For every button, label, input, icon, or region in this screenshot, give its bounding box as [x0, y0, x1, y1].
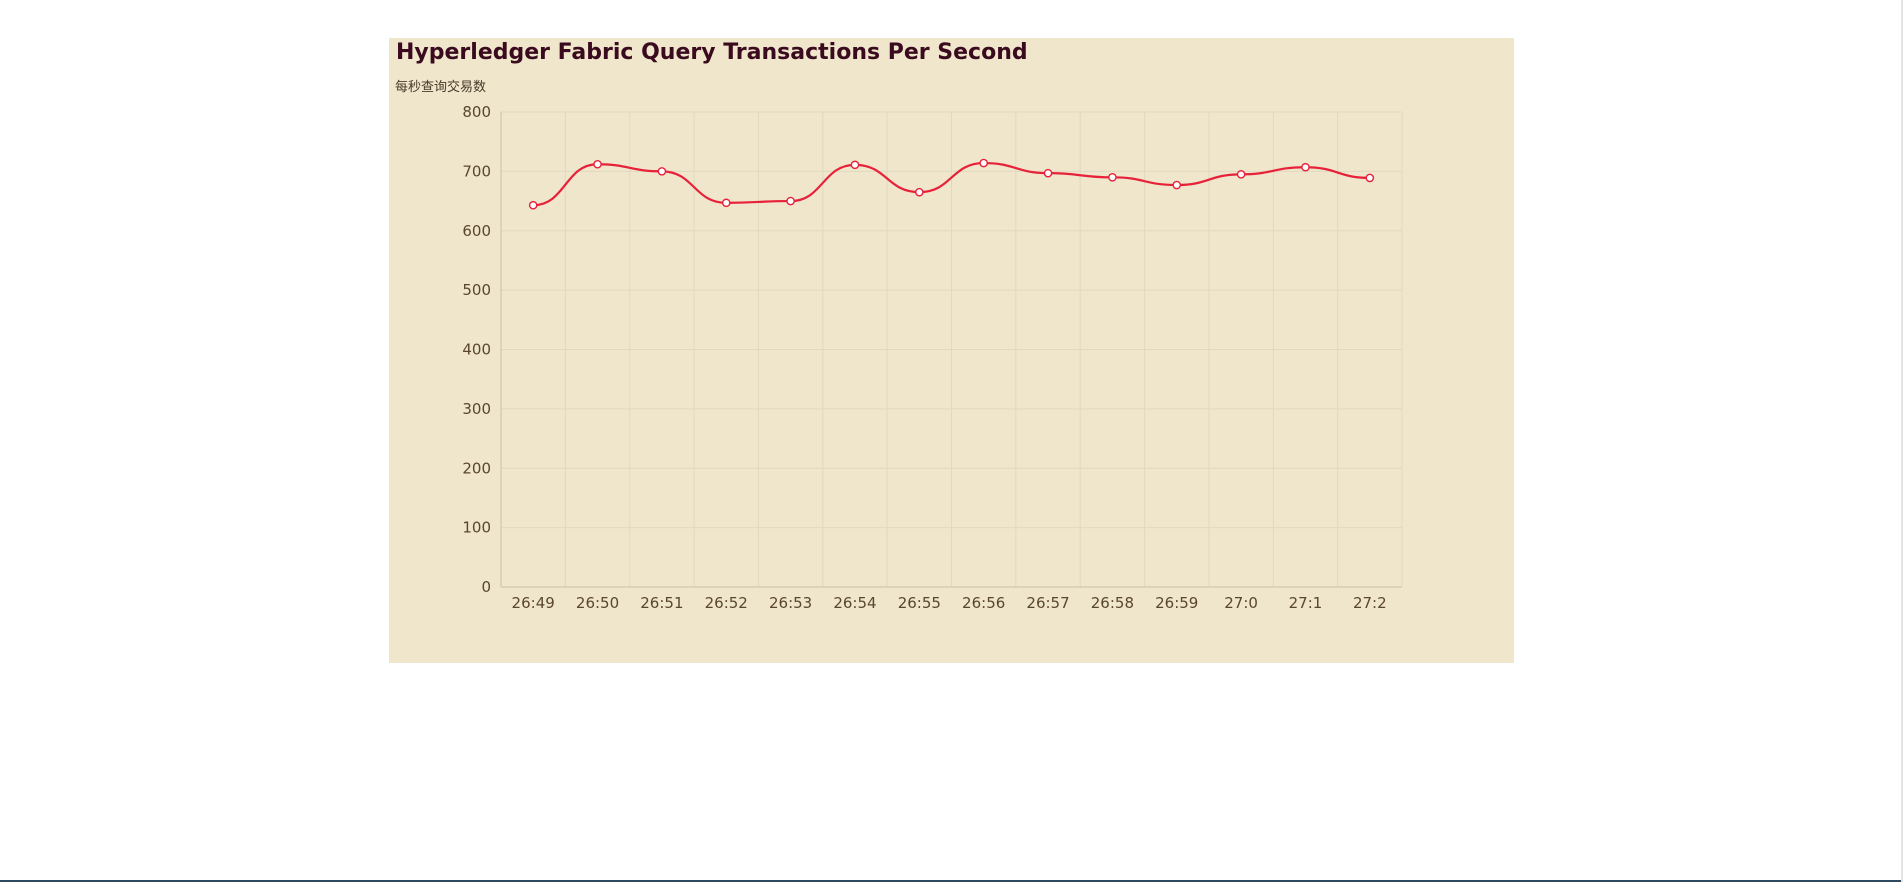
data-point-marker[interactable]: [1236, 170, 1246, 179]
data-point-marker[interactable]: [593, 159, 602, 169]
x-tick-label: 27:1: [1289, 594, 1323, 612]
data-point-marker[interactable]: [1301, 162, 1310, 172]
data-point-marker[interactable]: [528, 200, 538, 210]
data-point-marker[interactable]: [915, 187, 924, 197]
grid-lines: [501, 111, 1403, 587]
line-chart: 0 100 200 300 400 500 600 700 800 26:49 26:50 26:5…: [462, 103, 1403, 612]
x-tick-label: 27:0: [1224, 594, 1258, 612]
x-tick-label: 26:50: [576, 594, 619, 612]
x-tick-label: 26:52: [705, 594, 748, 612]
y-tick-label: 700: [462, 162, 491, 180]
chart-subtitle: 每秒查询交易数: [395, 80, 487, 95]
window-bottom-border: [0, 880, 1903, 882]
data-point-marker[interactable]: [721, 198, 731, 208]
data-point-marker[interactable]: [657, 167, 667, 176]
y-tick-label: 500: [462, 281, 491, 299]
x-tick-label: 26:53: [769, 594, 812, 612]
data-point-marker[interactable]: [1172, 180, 1182, 190]
x-tick-label: 26:58: [1091, 594, 1134, 612]
y-tick-label: 100: [462, 519, 491, 537]
data-point-marker[interactable]: [1043, 168, 1053, 178]
x-tick-label: 27:2: [1353, 594, 1387, 612]
data-point-marker[interactable]: [786, 196, 795, 206]
x-tick-label: 26:57: [1026, 594, 1069, 612]
x-tick-label: 26:54: [833, 594, 876, 612]
data-point-marker[interactable]: [979, 158, 988, 168]
y-tick-label: 200: [462, 459, 491, 477]
x-tick-label: 26:55: [898, 594, 941, 612]
x-tick-label: 26:56: [962, 594, 1005, 612]
y-tick-label: 400: [462, 341, 491, 359]
data-point-marker[interactable]: [850, 160, 860, 170]
axes: [500, 112, 1402, 588]
chart-title: Hyperledger Fabric Query Transactions Pe…: [396, 40, 1028, 65]
y-axis-ticks: 0 100 200 300 400 500 600 700 800: [462, 103, 491, 596]
x-tick-label: 26:59: [1155, 594, 1198, 612]
x-tick-label: 26:49: [512, 594, 555, 612]
x-axis-ticks: 26:49 26:50 26:51 26:52 26:53 26:54 26:55 26:56…: [512, 594, 1387, 612]
x-tick-label: 26:51: [640, 594, 683, 612]
y-tick-label: 300: [462, 400, 491, 418]
data-point-marker[interactable]: [1365, 173, 1375, 183]
y-tick-label: 600: [462, 222, 491, 240]
y-tick-label: 0: [481, 578, 491, 596]
y-tick-label: 800: [462, 103, 491, 121]
window-right-border: [1901, 0, 1903, 882]
data-point-marker[interactable]: [1108, 173, 1117, 182]
marker-layer: [528, 158, 1375, 210]
chart-panel: Hyperledger Fabric Query Transactions Pe…: [389, 38, 1514, 663]
